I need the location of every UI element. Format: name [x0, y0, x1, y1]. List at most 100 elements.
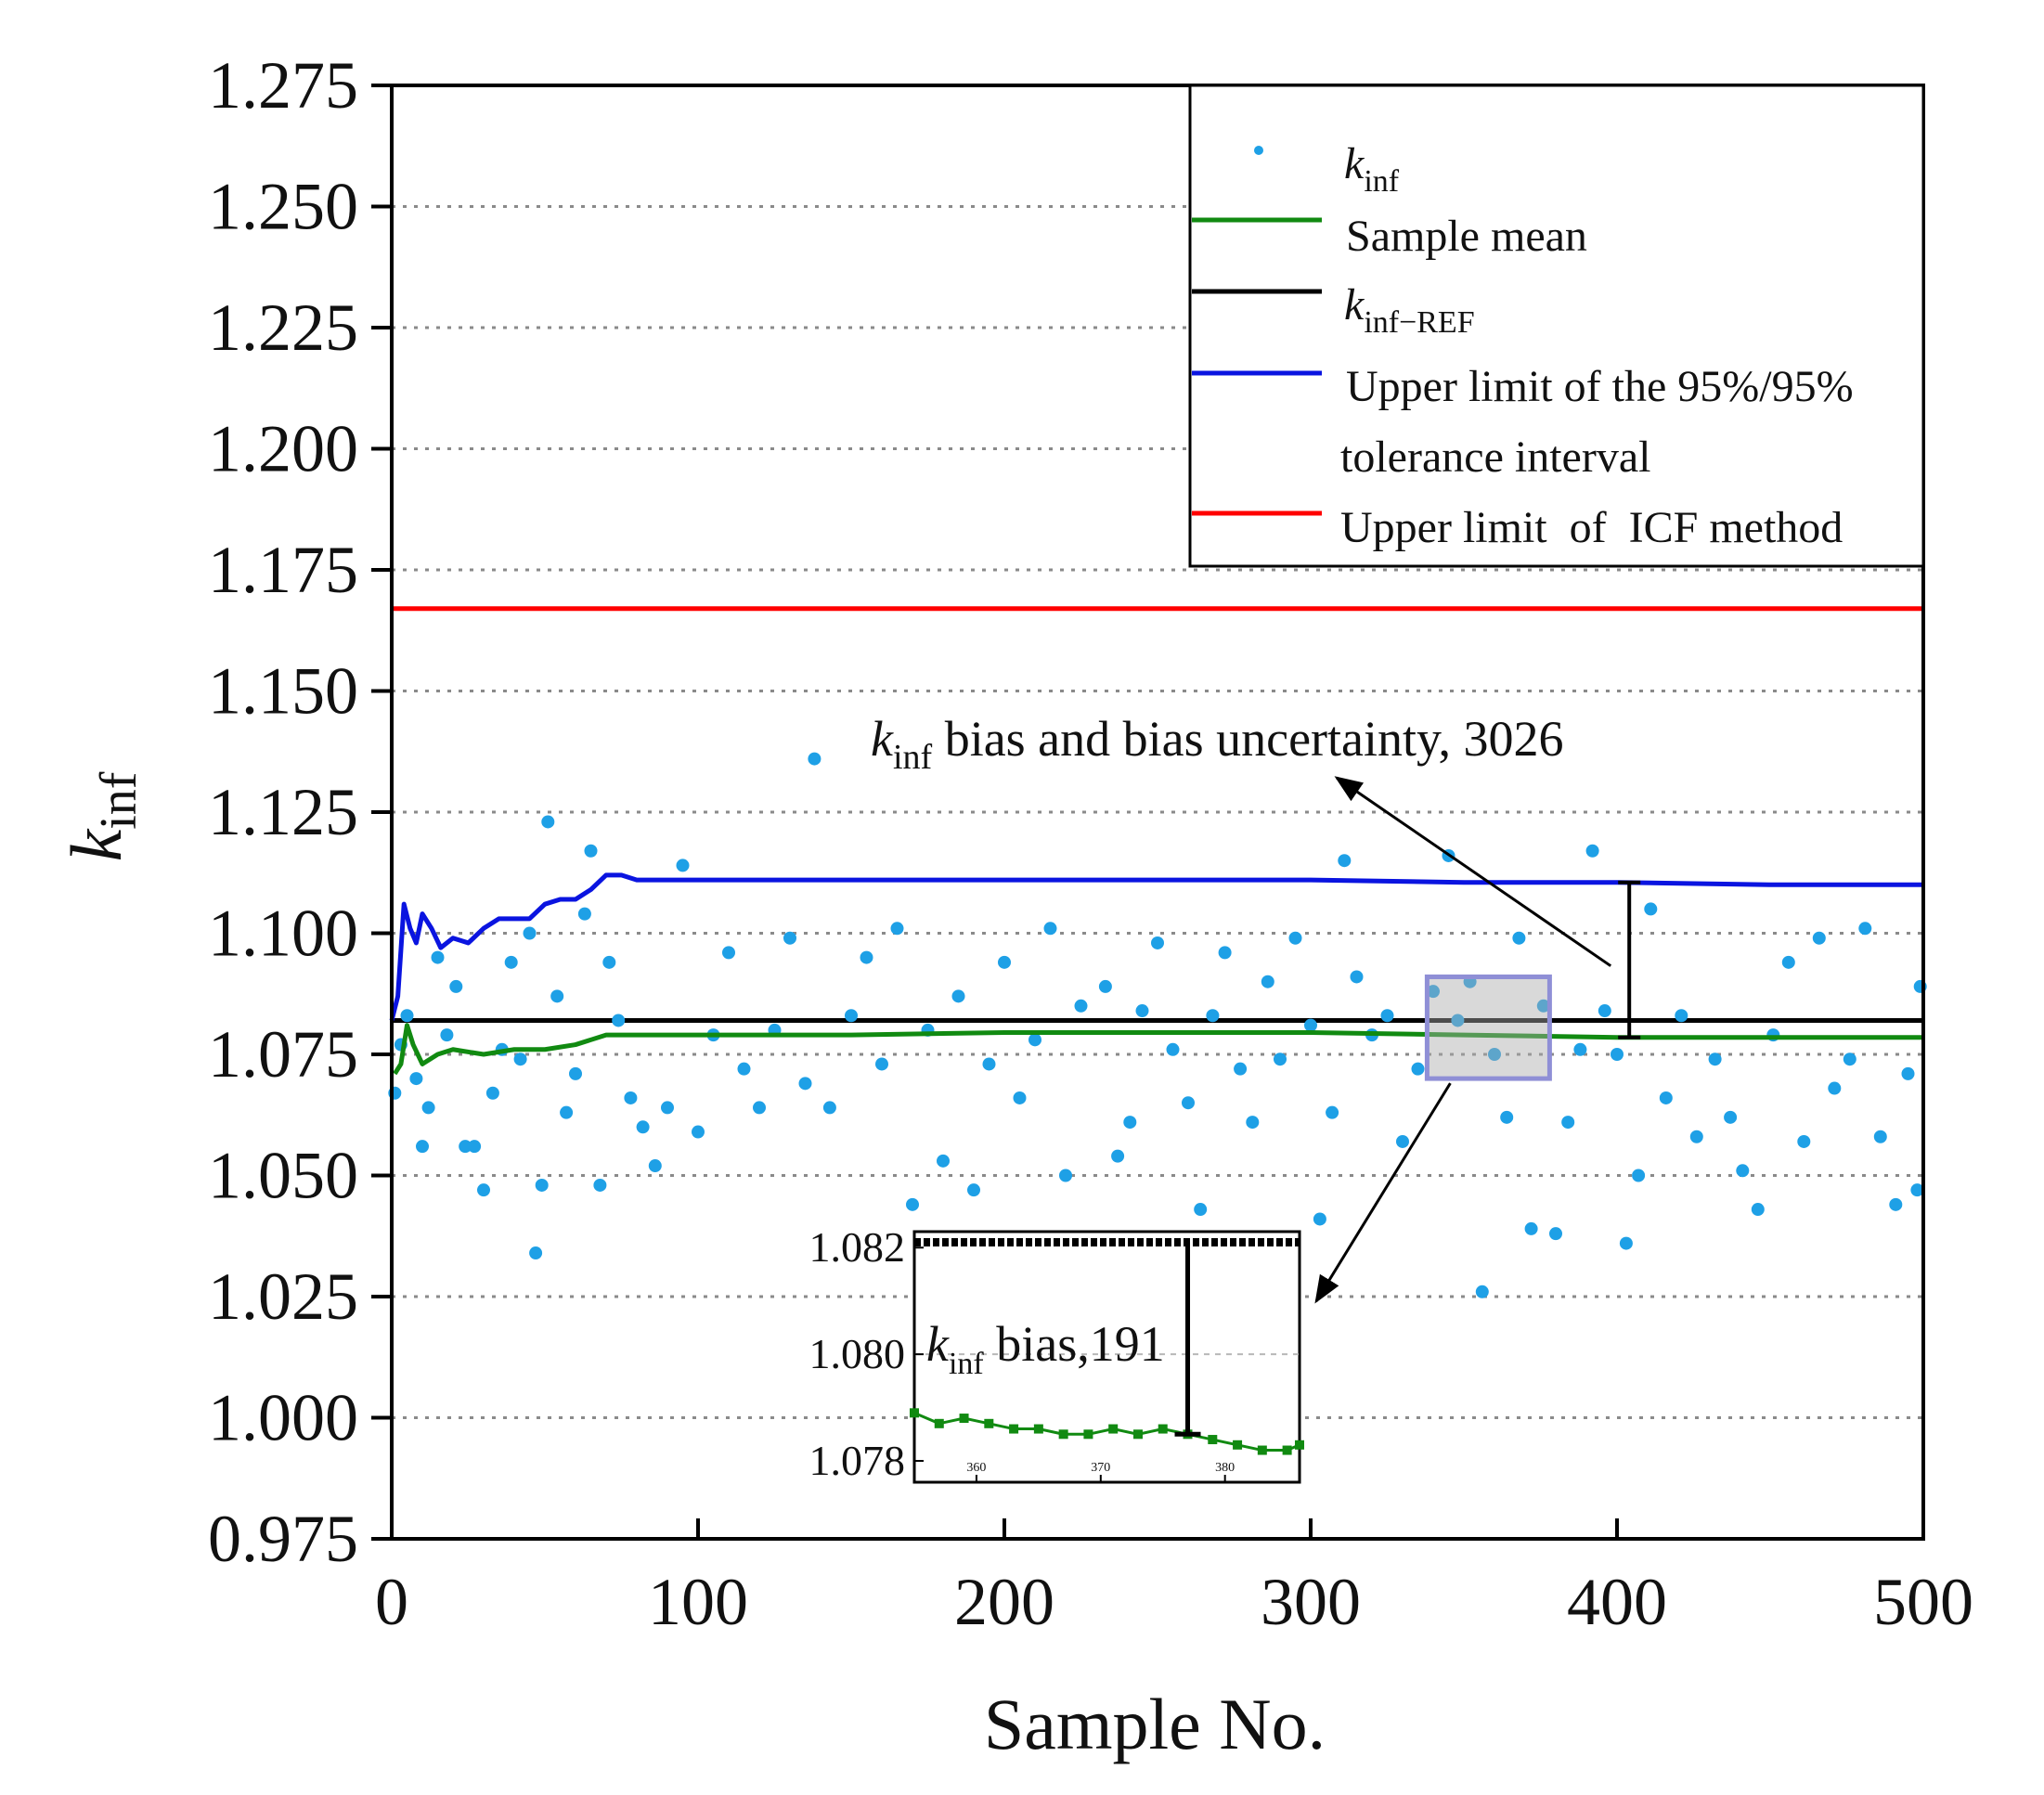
- kinf-point: [529, 1246, 543, 1260]
- kinf-point: [1889, 1197, 1903, 1211]
- kinf-point: [1451, 1014, 1465, 1027]
- kinf-point: [523, 926, 537, 940]
- y-axis-title: kinf: [56, 771, 148, 861]
- kinf-point: [1182, 1096, 1195, 1110]
- y-tick-label: 1.225: [208, 291, 358, 365]
- kinf-point: [737, 1062, 751, 1076]
- kinf-point: [1098, 979, 1112, 993]
- upper-layer: [389, 872, 1923, 1022]
- inset-annotation-rest: bias,191: [984, 1316, 1165, 1372]
- kinf-point: [593, 1178, 607, 1192]
- y-axis-title-main: k: [56, 828, 136, 861]
- kinf-point: [1246, 1116, 1260, 1130]
- x-tick-label: 500: [1873, 1565, 1973, 1639]
- kinf-point: [569, 1066, 582, 1080]
- legend-frame: [1188, 84, 1925, 568]
- kinf-point: [602, 955, 616, 969]
- inset-y-tick-label: 1.078: [809, 1437, 906, 1484]
- kinf-point: [636, 1120, 650, 1134]
- kinf-point: [1059, 1169, 1072, 1182]
- x-tick-label: 300: [1261, 1565, 1361, 1639]
- inset-annotation-main: k: [926, 1316, 950, 1372]
- legend-icf-label: Upper limit of ICF method: [1340, 503, 1843, 552]
- kinf-point: [477, 1183, 490, 1197]
- kinf-point: [1028, 1033, 1041, 1047]
- kinf-point: [692, 1125, 705, 1139]
- kinf-point: [1901, 1066, 1915, 1080]
- y-tick-label: 1.125: [208, 775, 358, 849]
- kinf-point: [440, 1028, 454, 1042]
- kinf-point: [1561, 1116, 1575, 1130]
- kinf-point: [449, 979, 463, 993]
- x-tick-label: 200: [954, 1565, 1054, 1639]
- kinf-point: [1326, 1105, 1339, 1119]
- kinf-point: [1380, 1009, 1394, 1023]
- kinf-point: [860, 950, 873, 964]
- kinf-point: [584, 844, 598, 858]
- legend: kinf Sample mean kinf−REF Upper limit of…: [1188, 84, 1925, 568]
- bias-annotation-main: k: [871, 711, 894, 767]
- bias-annotation-rest: bias and bias uncertainty, 3026: [932, 711, 1563, 767]
- kinf-point: [906, 1197, 919, 1211]
- legend-kinf-marker: [1254, 146, 1263, 155]
- inset-mean-marker: [1158, 1424, 1168, 1434]
- kinf-point: [1288, 931, 1302, 945]
- kinf-point: [409, 1072, 423, 1086]
- inset-mean-marker: [1009, 1424, 1019, 1434]
- legend-kinf-main: k: [1344, 139, 1365, 188]
- kinf-point: [1475, 1285, 1489, 1298]
- kinf-point: [676, 859, 690, 872]
- kinf-point: [541, 815, 555, 829]
- kinf-point: [1797, 1134, 1811, 1148]
- legend-kinf-sub: inf: [1364, 164, 1399, 199]
- kinf-point: [1781, 955, 1795, 969]
- y-tick-label: 1.200: [208, 412, 358, 486]
- inset-mean-marker: [1282, 1445, 1292, 1455]
- inset-mean-marker: [959, 1414, 969, 1424]
- kinf-point: [1689, 1130, 1703, 1143]
- y-tick-label: 1.175: [208, 533, 358, 607]
- y-axis-title-sub: inf: [90, 771, 148, 830]
- kinf-point: [1598, 1004, 1611, 1018]
- kinf-point: [722, 946, 735, 960]
- kinf-point: [513, 1052, 527, 1066]
- kinf-point: [1135, 1004, 1149, 1018]
- kinf-point: [550, 989, 564, 1003]
- y-tick-label: 1.050: [208, 1139, 358, 1213]
- legend-ref-main: k: [1344, 280, 1365, 329]
- kinf-point: [1828, 1081, 1842, 1095]
- kinf-point: [1632, 1169, 1646, 1182]
- kinf-point: [1910, 1183, 1924, 1197]
- kinf-point: [1411, 1062, 1425, 1076]
- kinf-point: [1074, 999, 1088, 1013]
- kinf-point: [1708, 1052, 1722, 1066]
- inset-mean-marker: [910, 1408, 919, 1418]
- kinf-point: [459, 1140, 472, 1154]
- inset-x-tick-label: 380: [1215, 1461, 1235, 1475]
- inset-mean-marker: [1257, 1445, 1267, 1455]
- kinf-point: [998, 955, 1011, 969]
- bias-annotation-label: kinf bias and bias uncertainty, 3026: [871, 711, 1564, 777]
- kinf-point: [1659, 1091, 1673, 1104]
- inset-annotation-sub: inf: [949, 1347, 984, 1381]
- kinf-point: [1812, 931, 1826, 945]
- inset-y-tick-label: 1.082: [809, 1223, 906, 1271]
- scatter-layer: [388, 752, 1927, 1298]
- kinf-point: [1724, 1110, 1738, 1124]
- kinf-point: [1111, 1149, 1125, 1163]
- kinf-point: [624, 1091, 638, 1104]
- inset-x-tick-label: 360: [966, 1461, 986, 1475]
- x-tick-label: 100: [648, 1565, 748, 1639]
- kinf-point: [1751, 1203, 1765, 1217]
- zoom-box: [1424, 974, 1552, 1081]
- y-tick-label: 1.275: [208, 48, 358, 123]
- bias-annotation-sub: inf: [893, 738, 933, 777]
- kinf-point: [1427, 985, 1440, 999]
- kinf-point: [753, 1101, 766, 1115]
- kinf-point: [1234, 1062, 1248, 1076]
- bias-label-arrow: [1334, 776, 1612, 967]
- x-tick-label: 400: [1567, 1565, 1667, 1639]
- inset-x-tick-label: 370: [1091, 1461, 1110, 1475]
- kinf-point: [1274, 1052, 1287, 1066]
